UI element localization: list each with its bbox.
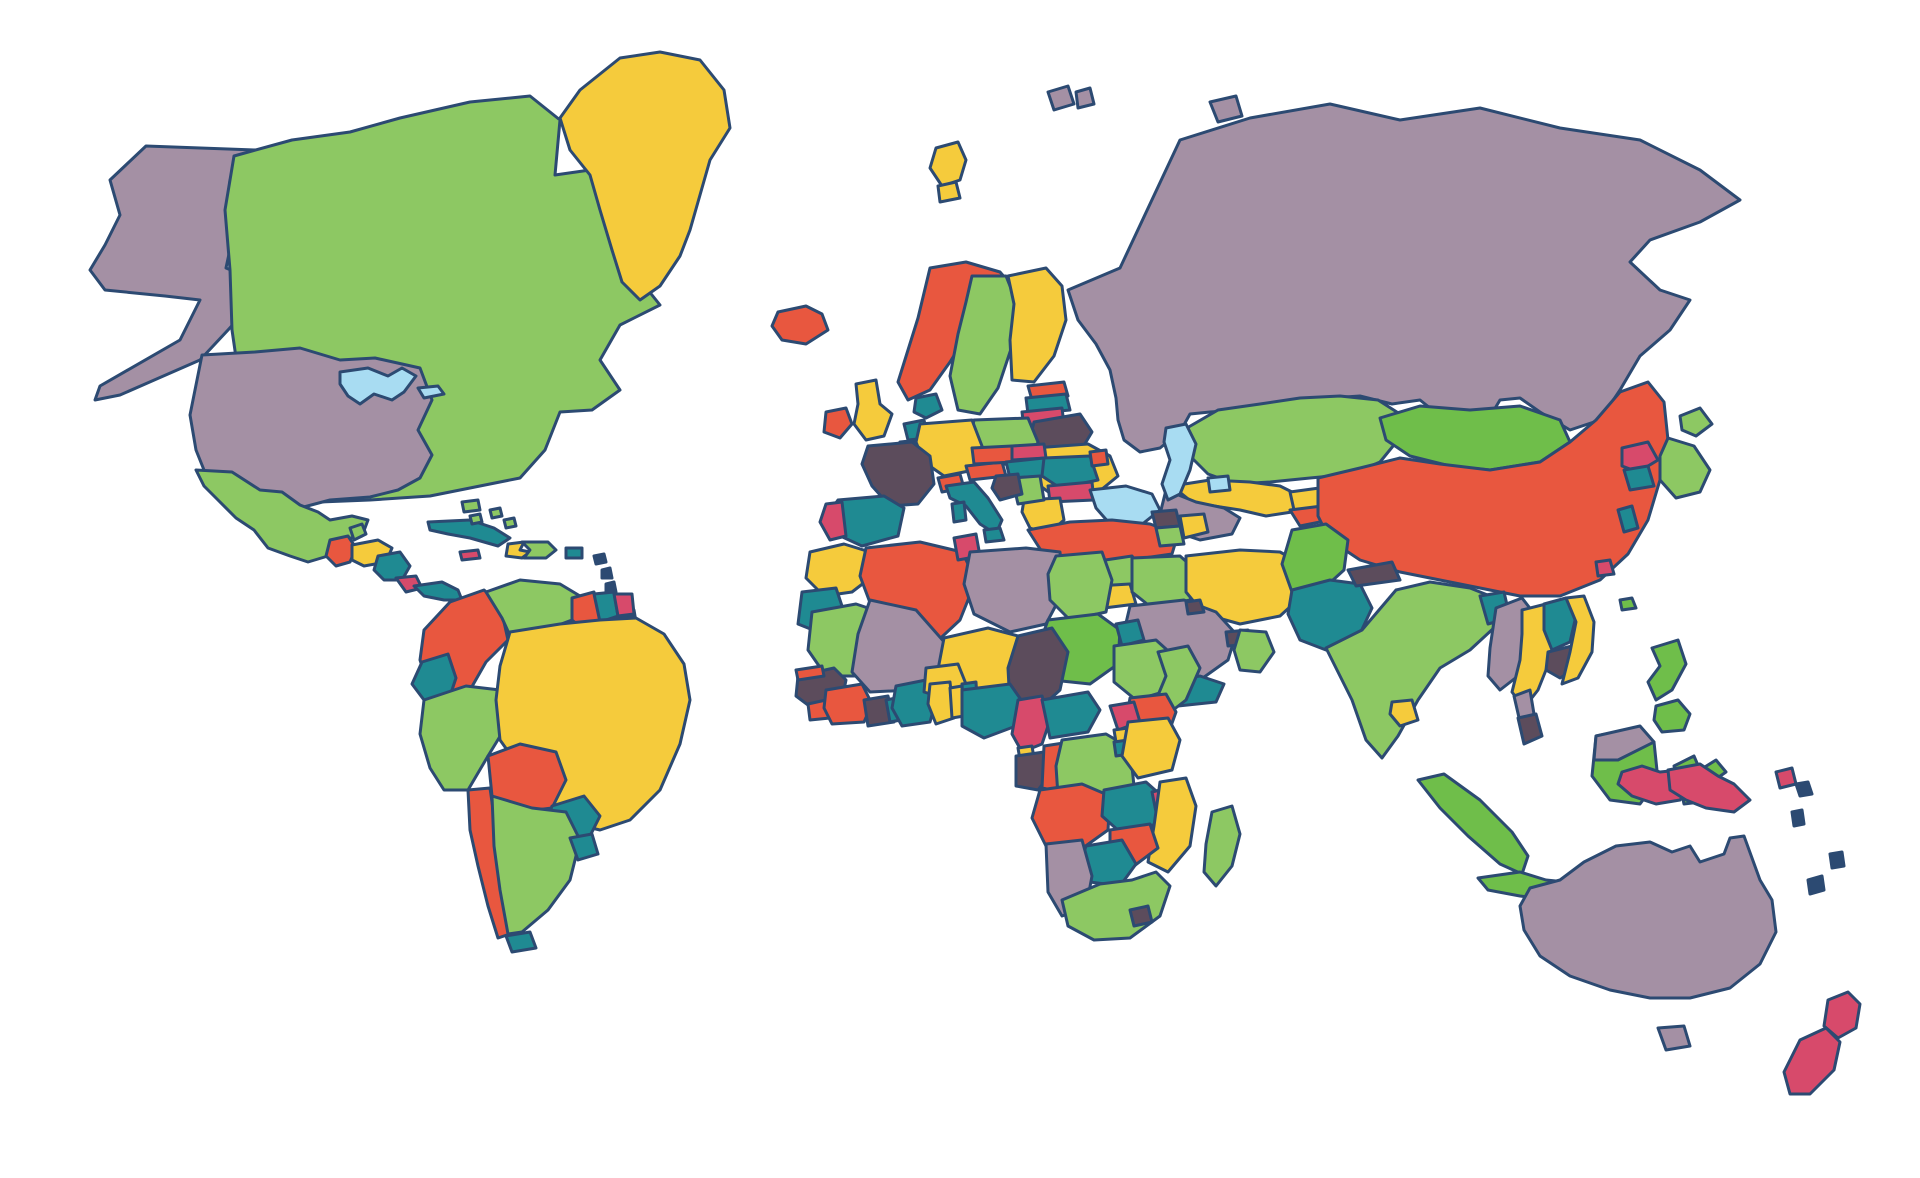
country-india[interactable] [1326, 582, 1500, 758]
island-bahamas-1[interactable] [462, 500, 480, 512]
country-japan-main[interactable] [1660, 438, 1710, 498]
island-faroe-2[interactable] [938, 182, 960, 202]
country-united-kingdom[interactable] [854, 380, 892, 440]
island-dominican-republic[interactable] [522, 542, 556, 558]
country-angola[interactable] [1032, 784, 1110, 850]
country-vietnam[interactable] [1562, 596, 1594, 684]
island-vanuatu[interactable] [1792, 810, 1804, 826]
continent-africa [796, 534, 1240, 940]
country-moldova[interactable] [1090, 450, 1108, 466]
island-bahamas-2[interactable] [470, 514, 482, 524]
country-peru[interactable] [420, 686, 510, 790]
island-madagascar[interactable] [1204, 806, 1240, 886]
country-lesotho[interactable] [1130, 906, 1152, 926]
country-japan-north[interactable] [1680, 408, 1712, 436]
country-australia[interactable] [1520, 836, 1776, 998]
country-sri-lanka[interactable] [1390, 700, 1418, 726]
island-novaya-zemlya[interactable] [1210, 96, 1242, 122]
island-sicily[interactable] [984, 528, 1004, 542]
country-guinea[interactable] [824, 684, 872, 724]
continent-north-america [90, 52, 730, 522]
island-faroe[interactable] [930, 142, 966, 186]
country-cameroon[interactable] [1012, 696, 1050, 752]
country-ireland[interactable] [824, 408, 852, 438]
region-middle-east [1028, 510, 1510, 758]
country-south-korea[interactable] [1624, 466, 1654, 490]
island-tasmania[interactable] [1658, 1026, 1690, 1050]
country-azerbaijan[interactable] [1180, 514, 1208, 538]
country-new-zealand-north[interactable] [1824, 992, 1860, 1038]
island-solomon-2[interactable] [1796, 782, 1812, 796]
island-new-caledonia[interactable] [1808, 876, 1824, 894]
island-bahamas-3[interactable] [490, 508, 502, 518]
island-jamaica[interactable] [460, 550, 480, 560]
island-hainan[interactable] [1596, 560, 1614, 576]
island-lesser-antilles-2[interactable] [602, 568, 612, 578]
country-kuwait[interactable] [1186, 600, 1204, 614]
island-svalbard-2[interactable] [1076, 88, 1094, 108]
island-taiwan[interactable] [1618, 506, 1638, 532]
country-uruguay[interactable] [570, 834, 598, 860]
country-argentina[interactable] [492, 796, 580, 934]
island-philippines-north[interactable] [1648, 640, 1686, 700]
lake-great-lakes[interactable] [338, 366, 418, 406]
continent-eurasia [1068, 104, 1740, 596]
country-indonesia-papua[interactable] [1620, 598, 1636, 610]
country-greenland[interactable] [560, 52, 730, 300]
island-puerto-rico[interactable] [566, 548, 582, 558]
country-finland[interactable] [1008, 268, 1066, 382]
country-tanzania[interactable] [1122, 718, 1180, 778]
island-lesser-antilles-3[interactable] [606, 582, 616, 592]
island-sardinia[interactable] [952, 502, 966, 522]
island-solomon-1[interactable] [1776, 768, 1796, 788]
region-misc-islands [930, 86, 1638, 576]
country-tierra-del-fuego[interactable] [506, 932, 536, 952]
country-gambia[interactable] [796, 666, 824, 680]
country-oman[interactable] [1234, 630, 1274, 672]
country-denmark[interactable] [914, 394, 942, 418]
country-armenia[interactable] [1156, 526, 1184, 546]
island-borneo-malaysia[interactable] [1594, 726, 1654, 760]
country-france[interactable] [862, 442, 934, 506]
island-fiji[interactable] [1830, 852, 1844, 868]
country-croatia[interactable] [992, 474, 1022, 500]
country-nepal[interactable] [1348, 562, 1400, 586]
continent-europe [772, 262, 1162, 546]
island-iceland[interactable] [772, 306, 828, 344]
region-central-america [196, 470, 636, 624]
country-papua-new-guinea[interactable] [1668, 764, 1750, 812]
country-belize[interactable] [350, 524, 366, 540]
island-svalbard-1[interactable] [1048, 86, 1074, 110]
region-southeast-asia [1418, 596, 1860, 1094]
country-portugal[interactable] [820, 502, 846, 540]
country-new-zealand-south[interactable] [1784, 1028, 1840, 1094]
lake-ontario[interactable] [416, 384, 446, 400]
country-french-guiana[interactable] [614, 594, 634, 616]
country-ghana[interactable] [928, 682, 954, 724]
country-eritrea[interactable] [1116, 620, 1144, 646]
island-sumatra[interactable] [1418, 774, 1528, 874]
island-bahamas-4[interactable] [504, 518, 516, 528]
continent-south-america [412, 580, 690, 952]
country-central-african-rep[interactable] [1042, 692, 1100, 738]
country-singapore-area[interactable] [1518, 714, 1542, 744]
lake-aral-sea[interactable] [1206, 474, 1232, 494]
island-lesser-antilles-1[interactable] [594, 554, 606, 564]
country-guatemala[interactable] [326, 536, 356, 566]
sea-black-sea[interactable] [1088, 484, 1162, 528]
island-philippines-south[interactable] [1654, 700, 1690, 732]
country-russia[interactable] [1068, 104, 1740, 452]
sea-caspian[interactable] [1160, 422, 1198, 502]
